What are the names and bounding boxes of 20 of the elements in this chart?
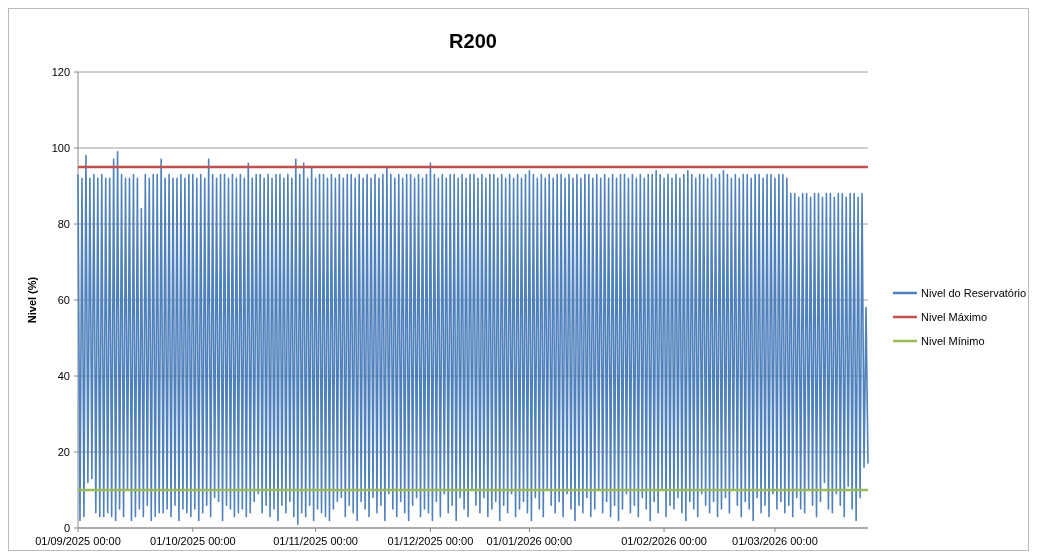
legend-label: Nivel Mínimo: [921, 334, 985, 347]
y-tick-label: 0: [63, 521, 70, 534]
legend-label: Nivel Máximo: [921, 310, 988, 323]
y-tick-label: 120: [51, 65, 70, 78]
y-tick-label: 100: [51, 141, 70, 154]
x-tick-label: 01/09/2025 00:00: [35, 535, 121, 547]
y-tick-label: 40: [57, 369, 70, 382]
x-tick-label: 01/03/2026 00:00: [732, 535, 818, 547]
x-tick-label: 01/01/2026 00:00: [486, 535, 573, 547]
line-series: [77, 151, 869, 525]
x-tick-label: 01/11/2025 00:00: [273, 535, 359, 547]
y-tick-label: 20: [57, 445, 70, 458]
y-axis-title: Nivel (%): [26, 276, 38, 324]
chart-title: R200: [449, 30, 497, 52]
x-tick-label: 01/02/2026 00:00: [621, 535, 707, 547]
legend-label: Nivel do Reservatório: [921, 286, 1027, 299]
x-tick-label: 01/12/2025 00:00: [387, 535, 474, 547]
y-tick-label: 60: [57, 293, 70, 306]
y-tick-label: 80: [57, 217, 70, 230]
x-tick-label: 01/10/2025 00:00: [150, 535, 236, 547]
